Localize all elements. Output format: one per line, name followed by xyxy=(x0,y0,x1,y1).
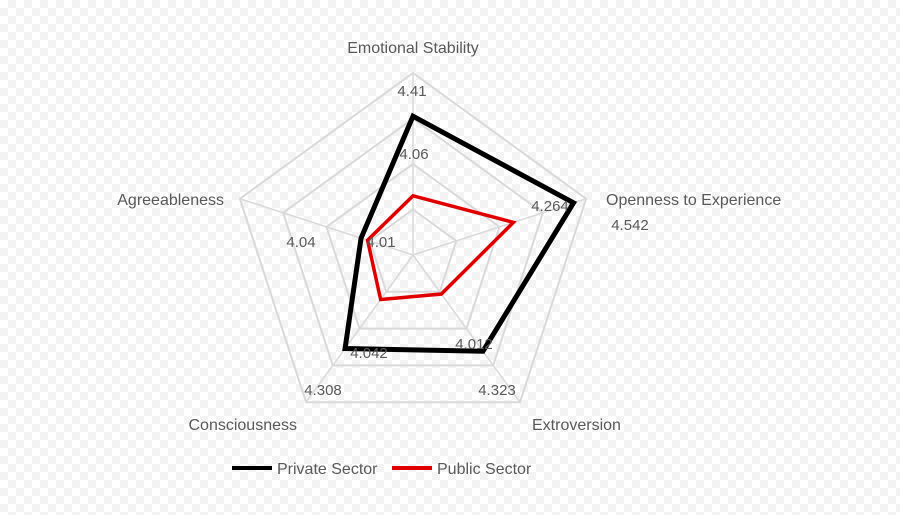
data-label-public-emotional-stability: 4.06 xyxy=(399,146,428,163)
category-label-emotional-stability: Emotional Stability xyxy=(347,40,479,57)
radar-series xyxy=(342,112,578,354)
data-label-private-emotional-stability: 4.41 xyxy=(397,83,426,100)
grid-spoke-consciousness xyxy=(305,254,414,403)
data-label-public-extroversion: 4.012 xyxy=(455,336,493,353)
legend-label-private-sector: Private Sector xyxy=(277,461,378,478)
grid-ring xyxy=(238,71,588,404)
category-label-consciousness: Consciousness xyxy=(189,417,298,434)
data-label-private-extroversion: 4.323 xyxy=(478,382,516,399)
series-line-private-sector xyxy=(342,112,578,354)
grid-spoke-openness-to-experience xyxy=(412,198,587,256)
data-label-public-consciousness: 4.042 xyxy=(350,345,388,362)
category-label-openness: Openness to Experience xyxy=(606,192,781,209)
legend-label-public-sector: Public Sector xyxy=(437,461,532,478)
category-label-extroversion: Extroversion xyxy=(532,417,621,434)
data-label-private-consciousness: 4.308 xyxy=(304,382,342,399)
grid-ring xyxy=(282,117,544,367)
series-line-public-sector xyxy=(365,193,517,302)
data-label-public-openness: 4.264 xyxy=(531,198,569,215)
data-label-public-agreeableness: 4.01 xyxy=(366,234,395,251)
category-label-agreeableness: Agreeableness xyxy=(117,192,224,209)
grid-spoke-agreeableness xyxy=(239,198,414,256)
data-label-private-openness: 4.542 xyxy=(611,217,649,234)
grid-spoke-extroversion xyxy=(412,254,521,403)
legend: Private Sector Public Sector xyxy=(232,461,532,478)
grid-ring xyxy=(368,208,458,293)
data-label-private-agreeableness: 4.04 xyxy=(286,234,315,251)
